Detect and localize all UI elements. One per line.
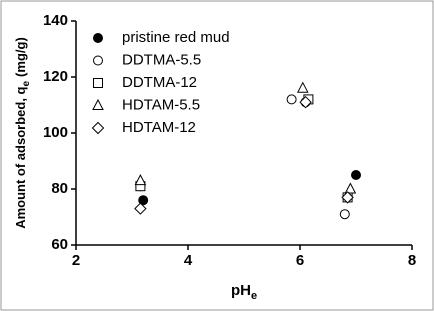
data-point: [299, 95, 312, 109]
data-point: [138, 195, 149, 206]
y-label-unit: (mg/g): [13, 37, 28, 77]
legend-marker: [93, 33, 103, 43]
x-tick-label: 2: [72, 252, 80, 269]
data-point: [341, 191, 354, 204]
y-axis-label: Amount of adsorbed, qe (mg/g): [13, 37, 31, 229]
legend-marker: [92, 98, 104, 110]
data-point: [344, 182, 357, 194]
legend-label: pristine red mud: [122, 29, 230, 46]
y-label-text: Amount of adsorbed, q: [13, 86, 28, 228]
legend-marker: [93, 55, 103, 66]
x-axis-label: pHe: [231, 282, 257, 302]
y-tick-label: 140: [43, 12, 68, 29]
legend-marker: [93, 78, 103, 88]
x-tick-label: 6: [296, 252, 304, 269]
data-point: [339, 209, 350, 220]
y-tick-label: 120: [43, 68, 68, 85]
x-label-sub: e: [251, 290, 257, 302]
legend-marker: [91, 121, 105, 135]
legend-label: HDTAM-5.5: [122, 96, 200, 113]
data-point: [134, 174, 147, 186]
legend-label: DDTMA-5.5: [122, 51, 201, 68]
data-point: [296, 81, 309, 93]
x-tick-label: 8: [408, 252, 416, 269]
data-point: [286, 94, 297, 105]
y-tick-label: 60: [51, 236, 68, 253]
y-label-sub: e: [21, 81, 32, 87]
y-tick-label: 100: [43, 124, 68, 141]
x-tick-label: 4: [184, 252, 193, 269]
data-point: [351, 170, 361, 180]
data-point: [134, 202, 147, 215]
legend-label: HDTAM-12: [122, 119, 196, 136]
legend-label: DDTMA-12: [122, 74, 197, 91]
y-tick-label: 80: [51, 180, 68, 197]
x-label-text: pH: [231, 282, 251, 299]
